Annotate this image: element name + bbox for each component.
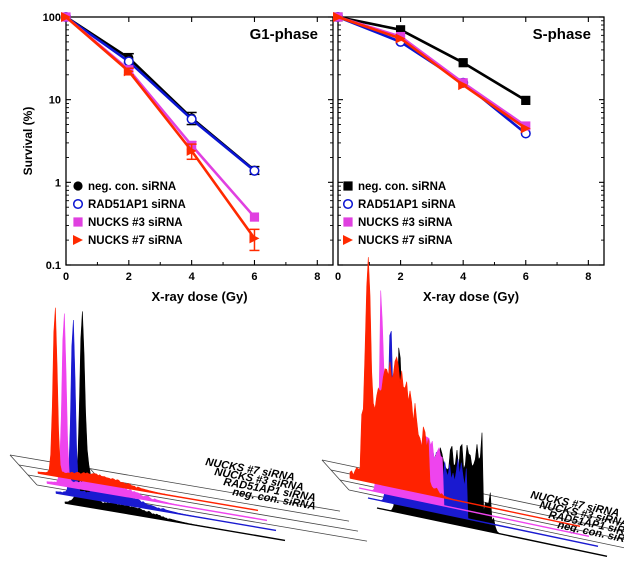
data-point bbox=[395, 25, 406, 35]
legend-label: NUCKS #7 siRNA bbox=[88, 235, 183, 247]
legend-label: RAD51AP1 siRNA bbox=[88, 199, 186, 211]
x-axis-label: X-ray dose (Gy) bbox=[423, 289, 519, 304]
x-tick-label: 4 bbox=[189, 271, 196, 283]
legend-marker bbox=[343, 181, 353, 191]
x-tick-label: 6 bbox=[523, 271, 529, 283]
data-point bbox=[123, 66, 134, 77]
x-tick-label: 6 bbox=[251, 271, 257, 283]
chart-g1-phase: 0 2 4 6 8 0.1 1 10 100 G1-phase X-ray dose (Gy) Sur… bbox=[21, 11, 334, 304]
legend-label: NUCKS #3 siRNA bbox=[358, 217, 453, 229]
x-tick-label: 2 bbox=[126, 271, 132, 283]
histogram-baseline bbox=[376, 507, 608, 557]
data-point bbox=[61, 12, 71, 22]
data-point bbox=[458, 80, 469, 91]
x-tick-label: 8 bbox=[585, 271, 591, 283]
legend-label: NUCKS #3 siRNA bbox=[88, 217, 183, 229]
data-point bbox=[520, 123, 531, 134]
plot-frame bbox=[337, 16, 605, 266]
series-line bbox=[337, 15, 527, 130]
x-tick-label: 8 bbox=[314, 271, 320, 283]
y-tick-label: 100 bbox=[43, 12, 61, 24]
data-point bbox=[249, 212, 260, 222]
histogram-baseline bbox=[358, 487, 590, 537]
legend-label: neg. con. siRNA bbox=[358, 181, 446, 193]
legend-label: NUCKS #7 siRNA bbox=[358, 235, 453, 247]
histogram-baseline bbox=[64, 502, 286, 542]
y-axis-label: Survival (%) bbox=[21, 107, 35, 176]
data-point bbox=[186, 114, 197, 125]
series-line bbox=[337, 15, 527, 102]
data-point bbox=[395, 33, 406, 44]
series-line bbox=[337, 15, 527, 135]
legend-marker bbox=[73, 181, 83, 191]
hist-grid-line bbox=[321, 459, 350, 491]
legend-marker bbox=[342, 198, 354, 210]
series-line bbox=[65, 16, 256, 240]
histogram-baseline bbox=[46, 482, 268, 522]
data-point bbox=[186, 145, 197, 156]
data-point bbox=[458, 58, 468, 68]
legend-label: neg. con. siRNA bbox=[88, 181, 176, 193]
x-axis-label: X-ray dose (Gy) bbox=[151, 289, 247, 304]
histogram-baseline bbox=[37, 472, 259, 512]
data-point bbox=[521, 95, 531, 105]
y-tick-label: 10 bbox=[49, 95, 61, 107]
hist-grid-line bbox=[9, 454, 38, 486]
legend-marker bbox=[72, 198, 84, 210]
data-point bbox=[333, 12, 343, 22]
legend-label: RAD51AP1 siRNA bbox=[358, 199, 456, 211]
plot-frame bbox=[65, 16, 334, 266]
histogram-baseline bbox=[349, 477, 581, 527]
chart-title: S-phase bbox=[533, 26, 591, 43]
x-tick-label: 0 bbox=[335, 271, 341, 283]
series-line bbox=[65, 15, 256, 172]
histogram-baseline bbox=[55, 492, 277, 532]
legend-marker bbox=[73, 235, 83, 245]
chart-title: G1-phase bbox=[250, 26, 318, 43]
chart-s-phase: 0 2 4 6 8 S-phase X-ray dose (Gy) neg. con. siR… bbox=[332, 11, 605, 304]
data-point bbox=[249, 165, 260, 176]
legend-marker bbox=[343, 235, 353, 245]
histogram-baseline bbox=[367, 497, 599, 547]
x-tick-label: 2 bbox=[398, 271, 404, 283]
y-tick-label: 0.1 bbox=[46, 260, 61, 272]
legend-marker bbox=[73, 217, 83, 227]
y-tick-label: 1 bbox=[55, 177, 61, 189]
data-point bbox=[249, 233, 260, 244]
legend-marker bbox=[343, 217, 353, 227]
data-point bbox=[123, 56, 134, 67]
x-tick-label: 4 bbox=[460, 271, 467, 283]
x-tick-label: 0 bbox=[63, 271, 69, 283]
